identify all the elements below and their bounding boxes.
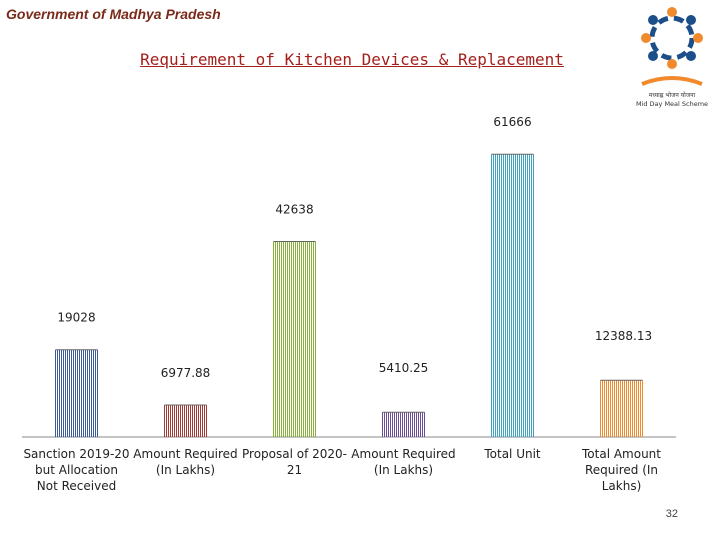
org-header: Government of Madhya Pradesh	[6, 6, 221, 22]
bars-group	[55, 153, 643, 437]
data-label: 42638	[275, 202, 313, 216]
logo-hindi-text: मध्याह्न भोजन योजना	[649, 91, 696, 99]
bar	[164, 404, 207, 437]
page-number: 32	[665, 508, 678, 520]
data-label: 6977.88	[161, 366, 211, 380]
slide-title: Requirement of Kitchen Devices & Replace…	[140, 50, 564, 69]
value-labels-group: 19028 6977.88 42638 5410.25 61666 12388.13	[57, 115, 652, 380]
category-label: Sanction 2019-20 but Allocation Not Receiv…	[23, 447, 130, 493]
category-label: Amount Required (In Lakhs)	[133, 447, 238, 477]
bar	[273, 240, 316, 437]
bar	[600, 379, 643, 437]
category-label: Total Unit	[484, 447, 541, 461]
data-label: 5410.25	[379, 361, 429, 375]
bar	[491, 153, 534, 437]
mid-day-meal-logo-icon: मध्याह्न भोजन योजना Mid Day Meal Scheme	[636, 7, 708, 108]
category-label: Amount Required (In Lakhs)	[351, 447, 456, 477]
data-label: 61666	[493, 115, 531, 129]
bar	[55, 349, 98, 437]
bar	[382, 411, 425, 437]
category-label: Proposal of 2020- 21	[242, 447, 347, 477]
logo-caption: Mid Day Meal Scheme	[636, 100, 708, 108]
category-label: Total Amount Required (In Lakhs)	[582, 447, 661, 493]
data-label: 19028	[57, 311, 95, 325]
data-label: 12388.13	[595, 329, 652, 343]
